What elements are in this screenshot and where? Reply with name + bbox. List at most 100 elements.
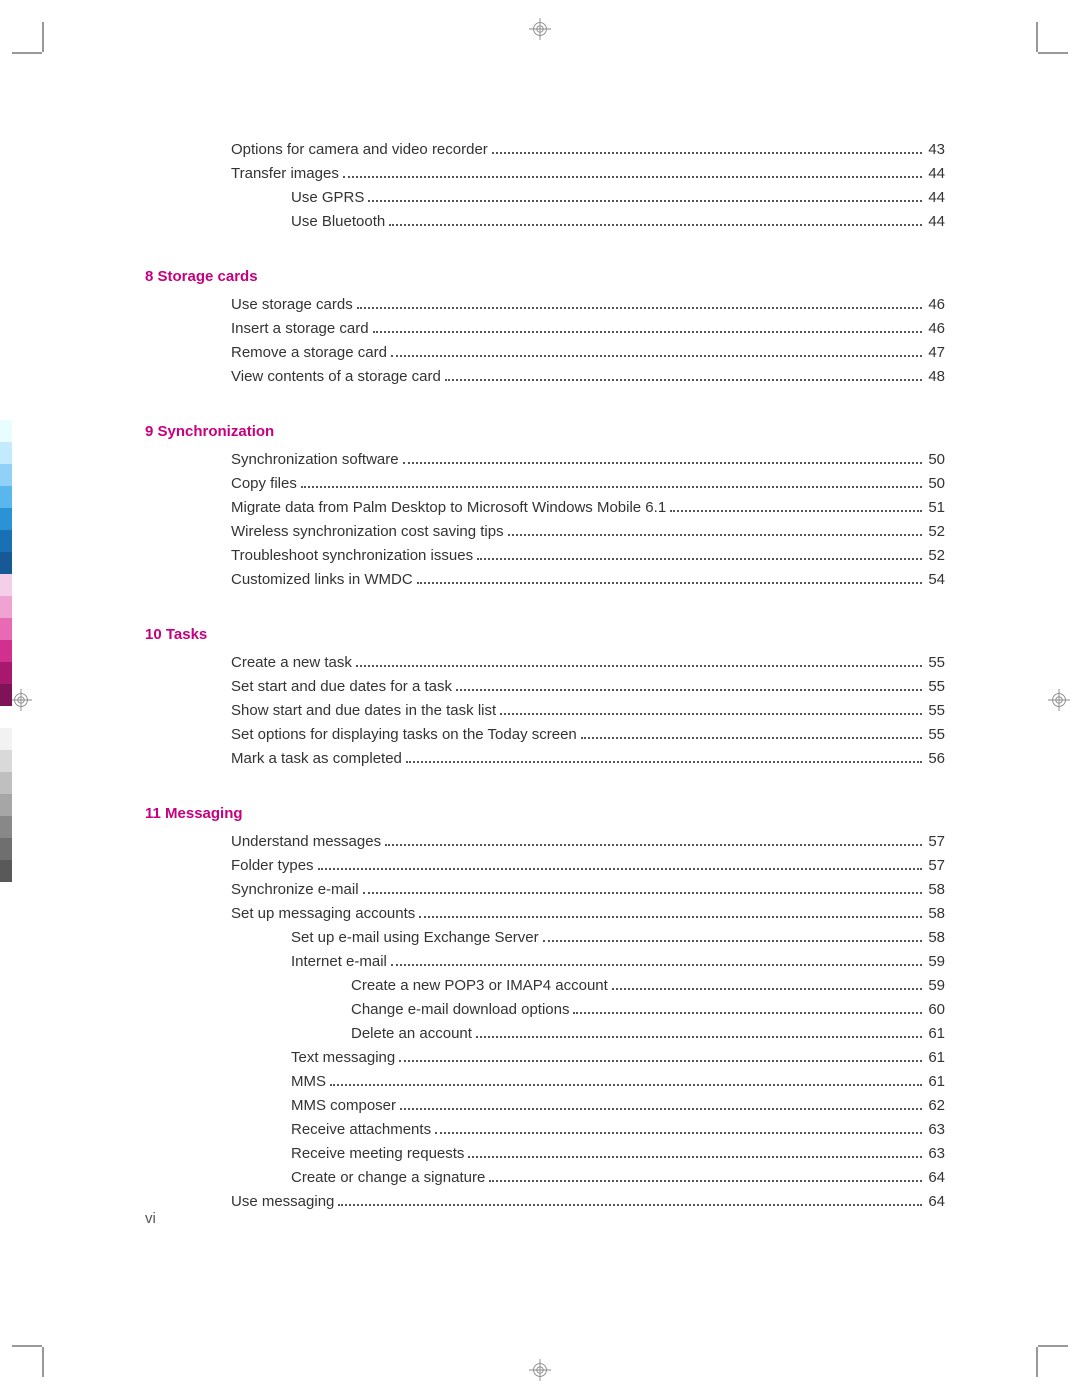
toc-entry: Set start and due dates for a task 55 [145, 675, 945, 699]
toc-leader-dots [373, 331, 923, 333]
toc-entry: Set up e-mail using Exchange Server 58 [145, 926, 945, 950]
toc-entry: Mark a task as completed 56 [145, 747, 945, 771]
toc-entry-page: 50 [926, 472, 945, 496]
toc-entry: View contents of a storage card 48 [145, 365, 945, 389]
toc-leader-dots [301, 486, 922, 488]
toc-entry-title: Migrate data from Palm Desktop to Micros… [231, 496, 666, 520]
page-number: vi [145, 1210, 156, 1227]
toc-entry: Receive attachments 63 [145, 1118, 945, 1142]
toc-entry: Delete an account 61 [145, 1022, 945, 1046]
color-swatch [0, 420, 12, 442]
toc-entry-page: 54 [926, 568, 945, 592]
toc-leader-dots [385, 844, 922, 846]
toc-entry: Transfer images 44 [145, 162, 945, 186]
color-swatch [0, 750, 12, 772]
toc-entry: Use storage cards 46 [145, 293, 945, 317]
section-heading: 9 Synchronization [145, 423, 945, 440]
toc-leader-dots [508, 534, 923, 536]
toc-leader-dots [356, 665, 922, 667]
color-swatch [0, 706, 12, 728]
toc-entry-page: 58 [926, 902, 945, 926]
toc-leader-dots [468, 1156, 922, 1158]
toc-entry-page: 64 [926, 1166, 945, 1190]
toc-entry: Migrate data from Palm Desktop to Micros… [145, 496, 945, 520]
color-swatch [0, 442, 12, 464]
crop-mark [12, 1345, 42, 1347]
toc-entry: MMS 61 [145, 1070, 945, 1094]
toc-leader-dots [573, 1012, 922, 1014]
color-swatch [0, 794, 12, 816]
color-swatch [0, 618, 12, 640]
print-color-bar [0, 420, 12, 882]
toc-entry-title: Mark a task as completed [231, 747, 402, 771]
toc-entry: Synchronize e-mail 58 [145, 878, 945, 902]
toc-entry-title: Copy files [231, 472, 297, 496]
toc-entry: Remove a storage card 47 [145, 341, 945, 365]
toc-leader-dots [318, 868, 923, 870]
toc-leader-dots [492, 152, 923, 154]
toc-entry-title: Synchronize e-mail [231, 878, 359, 902]
toc-entry-title: Delete an account [351, 1022, 472, 1046]
toc-entry-page: 55 [926, 699, 945, 723]
toc-entry: Wireless synchronization cost saving tip… [145, 520, 945, 544]
toc-leader-dots [543, 940, 923, 942]
toc-entry-page: 59 [926, 974, 945, 998]
toc-entry-title: Use messaging [231, 1190, 334, 1214]
toc-leader-dots [368, 200, 922, 202]
toc-leader-dots [399, 1060, 922, 1062]
toc-leader-dots [456, 689, 922, 691]
crop-mark [1036, 1347, 1038, 1377]
toc-entry: Synchronization software 50 [145, 448, 945, 472]
color-swatch [0, 838, 12, 860]
crop-mark [1038, 52, 1068, 54]
toc-entry: Receive meeting requests 63 [145, 1142, 945, 1166]
toc-entry-page: 59 [926, 950, 945, 974]
toc-entry-page: 60 [926, 998, 945, 1022]
toc-leader-dots [612, 988, 923, 990]
toc-entry: Insert a storage card 46 [145, 317, 945, 341]
toc-entry-title: MMS composer [291, 1094, 396, 1118]
toc-entry-title: Folder types [231, 854, 314, 878]
color-swatch [0, 508, 12, 530]
toc-entry-page: 62 [926, 1094, 945, 1118]
toc-entry-page: 44 [926, 162, 945, 186]
toc-leader-dots [477, 558, 922, 560]
toc-entry-title: Remove a storage card [231, 341, 387, 365]
registration-mark-icon [1048, 689, 1070, 711]
toc-entry-page: 55 [926, 675, 945, 699]
toc-entry-page: 48 [926, 365, 945, 389]
toc-entry-page: 61 [926, 1046, 945, 1070]
toc-entry: Set up messaging accounts 58 [145, 902, 945, 926]
color-swatch [0, 772, 12, 794]
toc-entry: Show start and due dates in the task lis… [145, 699, 945, 723]
toc-leader-dots [500, 713, 922, 715]
toc-page: Options for camera and video recorder 43… [145, 138, 945, 1214]
section-heading: 10 Tasks [145, 626, 945, 643]
toc-entry-page: 57 [926, 830, 945, 854]
toc-leader-dots [389, 224, 922, 226]
toc-entry-title: Use GPRS [291, 186, 364, 210]
toc-entry-page: 51 [926, 496, 945, 520]
crop-mark [1036, 22, 1038, 52]
toc-entry: Understand messages 57 [145, 830, 945, 854]
toc-entry-title: View contents of a storage card [231, 365, 441, 389]
toc-entry-page: 52 [926, 520, 945, 544]
crop-mark [42, 1347, 44, 1377]
toc-entry-page: 47 [926, 341, 945, 365]
toc-entry-title: Insert a storage card [231, 317, 369, 341]
color-swatch [0, 596, 12, 618]
toc-entry-page: 46 [926, 293, 945, 317]
color-swatch [0, 684, 12, 706]
toc-entry-page: 56 [926, 747, 945, 771]
crop-mark [1038, 1345, 1068, 1347]
color-swatch [0, 464, 12, 486]
toc-leader-dots [445, 379, 922, 381]
toc-entry-page: 61 [926, 1070, 945, 1094]
toc-entry-title: Set start and due dates for a task [231, 675, 452, 699]
color-swatch [0, 486, 12, 508]
toc-leader-dots [400, 1108, 922, 1110]
toc-entry-title: Create a new task [231, 651, 352, 675]
toc-entry: Use messaging 64 [145, 1190, 945, 1214]
toc-entry-title: Transfer images [231, 162, 339, 186]
toc-entry-title: Use storage cards [231, 293, 353, 317]
